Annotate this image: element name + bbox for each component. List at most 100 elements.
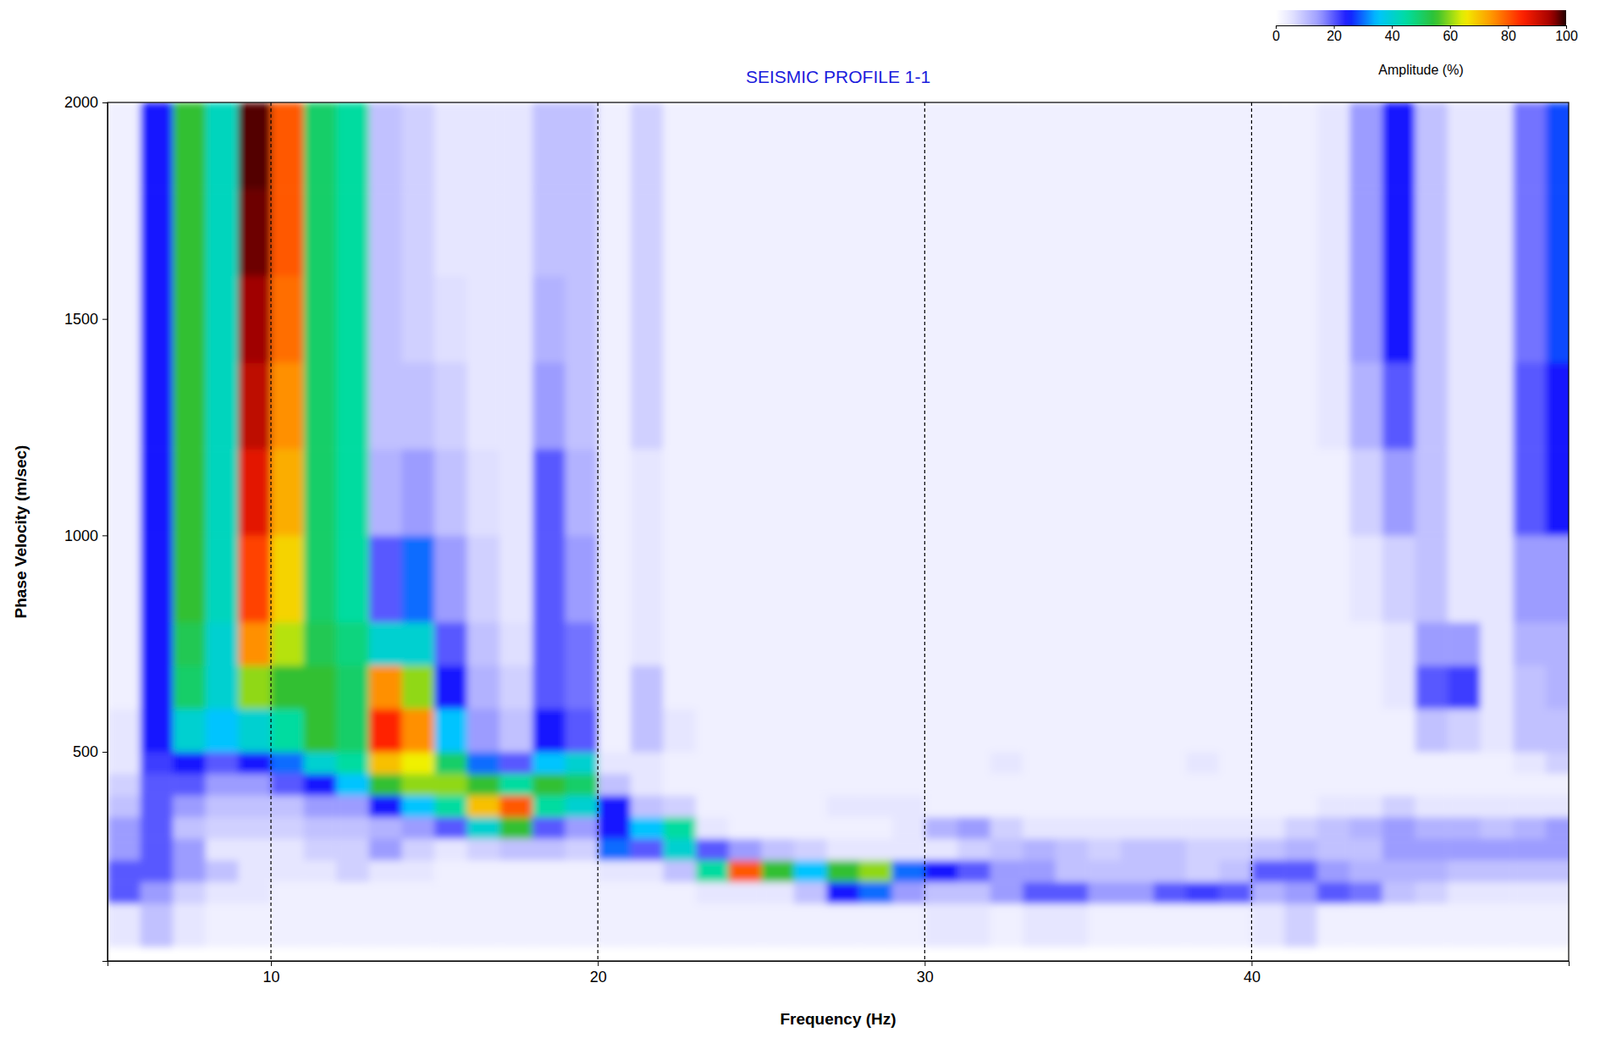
heatmap-cell (1022, 665, 1056, 710)
tick: 100 (1555, 25, 1578, 44)
heatmap-cell (467, 362, 501, 450)
heatmap-cell (1415, 881, 1449, 904)
heatmap-cell (434, 708, 468, 753)
heatmap-cell (499, 903, 533, 948)
heatmap-cell (826, 881, 860, 904)
heatmap-cell (957, 881, 991, 904)
heatmap-cell (172, 102, 206, 190)
heatmap-cell (630, 816, 664, 839)
heatmap-cell (467, 881, 501, 904)
heatmap-cell (1120, 275, 1154, 364)
heatmap-cell (402, 188, 436, 276)
heatmap-cell (761, 665, 795, 710)
heatmap-cell (467, 860, 501, 883)
heatmap-cell (859, 535, 893, 623)
heatmap-cell (1447, 622, 1481, 667)
heatmap-cell (728, 794, 762, 817)
heatmap-cell (140, 362, 174, 450)
heatmap-cell (1382, 275, 1416, 364)
heatmap-cell (434, 535, 468, 623)
heatmap-cell (1512, 448, 1546, 536)
heatmap-cell (1022, 794, 1056, 817)
heatmap-cell (1415, 362, 1449, 450)
heatmap-cell (1087, 751, 1121, 774)
heatmap-cell (1415, 751, 1449, 774)
heatmap-cell (1349, 903, 1383, 948)
heatmap-cell (924, 773, 958, 796)
heatmap-cell (1153, 816, 1187, 839)
heatmap-cell (859, 881, 893, 904)
cells-clip (107, 102, 1569, 948)
heatmap-cell (630, 665, 664, 710)
heatmap-cell (1349, 448, 1383, 536)
tick-label: 0 (1272, 28, 1280, 44)
heatmap-cell (662, 275, 696, 364)
heatmap-cell (1022, 860, 1056, 883)
heatmap-cell (695, 448, 729, 536)
heatmap-cell (597, 188, 631, 276)
heatmap-cell (107, 903, 141, 948)
heatmap-cell (826, 751, 860, 774)
heatmap-cell (1512, 794, 1546, 817)
heatmap-cell (1055, 794, 1089, 817)
heatmap-cell (434, 751, 468, 774)
heatmap-cell (1545, 275, 1569, 364)
heatmap-cell (237, 860, 271, 883)
heatmap-cell (1022, 362, 1056, 450)
heatmap-cell (303, 838, 337, 861)
heatmap-cell (892, 102, 926, 190)
heatmap-cell (761, 881, 795, 904)
heatmap-cell (336, 794, 370, 817)
heatmap-cell (369, 102, 403, 190)
heatmap-cell (630, 838, 664, 861)
heatmap-cell (1480, 448, 1514, 536)
heatmap-cell (336, 903, 370, 948)
heatmap-cell (1512, 816, 1546, 839)
heatmap-cell (1022, 816, 1056, 839)
heatmap-cell (990, 275, 1024, 364)
heatmap-cell (237, 881, 271, 904)
heatmap-cell (1284, 751, 1318, 774)
heatmap-cell (336, 665, 370, 710)
heatmap-cell (565, 708, 599, 753)
heatmap-cell (1153, 448, 1187, 536)
heatmap-cell (237, 838, 271, 861)
heatmap-cell (1055, 903, 1089, 948)
heatmap-cell (434, 102, 468, 190)
heatmap-cell (761, 708, 795, 753)
heatmap-cell (859, 860, 893, 883)
heatmap-cell (1186, 751, 1220, 774)
heatmap-cell (499, 708, 533, 753)
heatmap-cell (1120, 860, 1154, 883)
heatmap-cell (270, 102, 304, 190)
heatmap-cell (532, 188, 566, 276)
heatmap-cell (565, 881, 599, 904)
heatmap-cell (1087, 860, 1121, 883)
heatmap-cell (597, 708, 631, 753)
heatmap-cell (270, 903, 304, 948)
heatmap-cell (532, 881, 566, 904)
heatmap-cell (467, 794, 501, 817)
heatmap-cell (924, 535, 958, 623)
heatmap-cell (761, 860, 795, 883)
heatmap-cell (695, 860, 729, 883)
heatmap-cell (1219, 881, 1253, 904)
heatmap-cell (369, 751, 403, 774)
heatmap-cell (1317, 275, 1351, 364)
heatmap-cell (565, 773, 599, 796)
heatmap-cell (728, 622, 762, 667)
heatmap-cell (237, 102, 271, 190)
heatmap-cell (369, 881, 403, 904)
plot-background (107, 102, 1569, 961)
heatmap-cell (859, 838, 893, 861)
heatmap-cell (1447, 794, 1481, 817)
heatmap-cell (695, 535, 729, 623)
heatmap-cell (1120, 751, 1154, 774)
heatmap-cell (107, 881, 141, 904)
heatmap-cell (369, 362, 403, 450)
heatmap-cell (1349, 275, 1383, 364)
heatmap-cell (369, 535, 403, 623)
heatmap-cell (761, 535, 795, 623)
heatmap-cell (924, 275, 958, 364)
heatmap-cell (1545, 102, 1569, 190)
